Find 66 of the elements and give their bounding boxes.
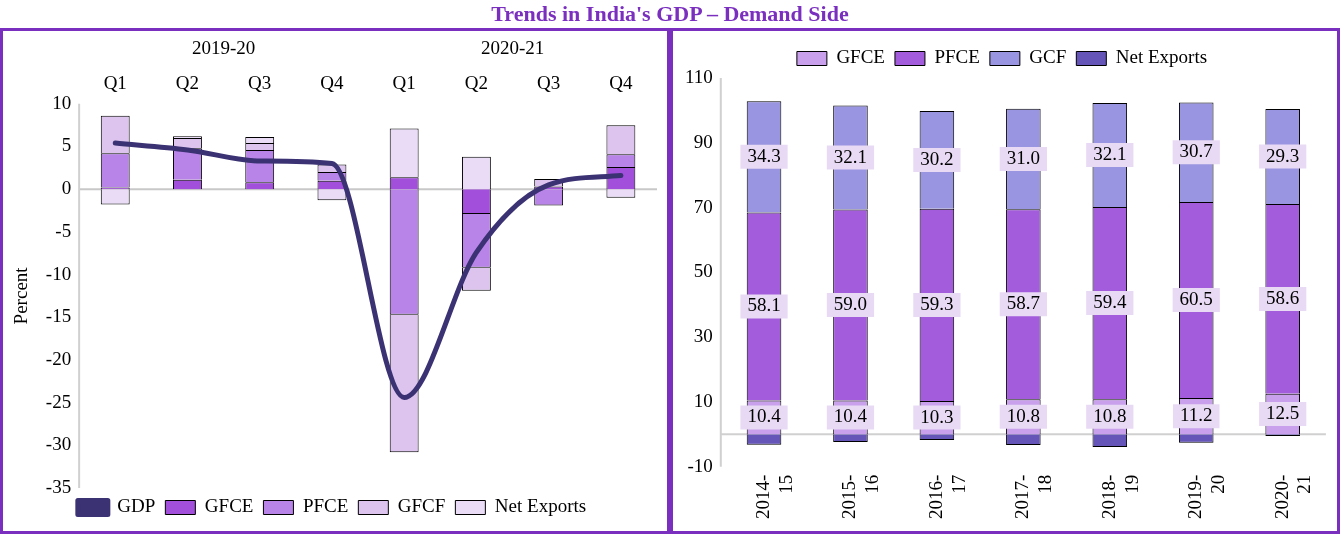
x-tick-label: Q1 [103,72,127,94]
y-tick-label: -10 [687,454,713,476]
chart-title: Trends in India's GDP – Demand Side [0,0,1340,31]
legend-label: PFCE [934,46,980,68]
x-tick-label: 2016-17 [924,474,969,519]
data-label: 32.1 [833,145,868,167]
legend-label: GCF [1029,46,1067,68]
data-label: 32.1 [1093,142,1127,164]
x-tick-label: Q4 [609,72,633,94]
x-tick-label: Q3 [248,72,272,94]
x-tick-label: Q1 [392,72,416,94]
x-tick-label: Q2 [175,72,200,94]
data-label: 10.8 [1006,404,1040,426]
legend-label: GFCE [836,46,885,68]
data-label: 10.3 [920,405,954,427]
x-tick-label: 2020-21 [1270,474,1315,519]
x-tick-label: Q4 [320,72,345,94]
data-label: 30.2 [920,147,954,169]
y-tick-label: 10 [693,389,713,411]
data-label: 10.4 [833,405,868,427]
data-label: 12.5 [1266,402,1300,424]
y-tick-label: -25 [45,390,72,412]
y-tick-label: -30 [45,433,72,455]
y-tick-label: -20 [45,347,72,369]
y-tick-label: 110 [685,65,713,87]
y-axis-title: Percent [10,266,32,325]
data-label: 58.1 [747,294,781,316]
y-tick-label: 10 [52,91,72,113]
legend-label: PFCE [302,495,349,517]
data-label: 31.0 [1006,146,1040,168]
data-label: 58.7 [1006,292,1040,314]
y-tick-label: -35 [45,475,72,497]
data-label: 10.8 [1093,404,1127,426]
x-tick-label: 2019-20 [1184,474,1229,519]
x-tick-label: 2017-18 [1011,474,1056,519]
data-label: 11.2 [1179,404,1213,426]
data-label: 30.7 [1179,140,1213,162]
y-tick-label: 70 [693,195,713,217]
data-label: 59.4 [1093,291,1127,313]
x-tick-label: 2015-16 [838,474,883,519]
x-tick-label: Q3 [537,72,561,94]
y-tick-label: 30 [693,325,713,347]
data-label: 58.6 [1266,286,1300,308]
text: 2019-20 [191,36,256,58]
y-tick-label: 90 [693,130,713,152]
data-label: 59.3 [920,292,954,314]
y-tick-label: 0 [61,177,72,199]
legend-label: Net Exports [1115,46,1208,68]
x-tick-label: Q2 [464,72,489,94]
data-label: 29.3 [1266,144,1300,166]
y-tick-label: 50 [693,260,713,282]
y-tick-label: -15 [45,305,72,327]
legend-label: Net Exports [494,495,587,517]
y-tick-label: 5 [61,134,72,156]
data-label: 34.3 [747,144,781,166]
legend-label: GDP [117,495,156,517]
text: 2020-21 [480,36,545,58]
data-label: 60.5 [1179,288,1213,310]
x-tick-label: 2014-15 [752,474,796,519]
y-tick-label: -10 [45,262,72,284]
y-tick-label: -5 [55,219,72,241]
legend-label: GFCF [397,495,446,517]
x-tick-label: 2018-19 [1097,474,1142,519]
data-label: 10.4 [747,405,782,427]
legend-label: GFCE [204,495,254,517]
data-label: 59.0 [833,293,868,315]
